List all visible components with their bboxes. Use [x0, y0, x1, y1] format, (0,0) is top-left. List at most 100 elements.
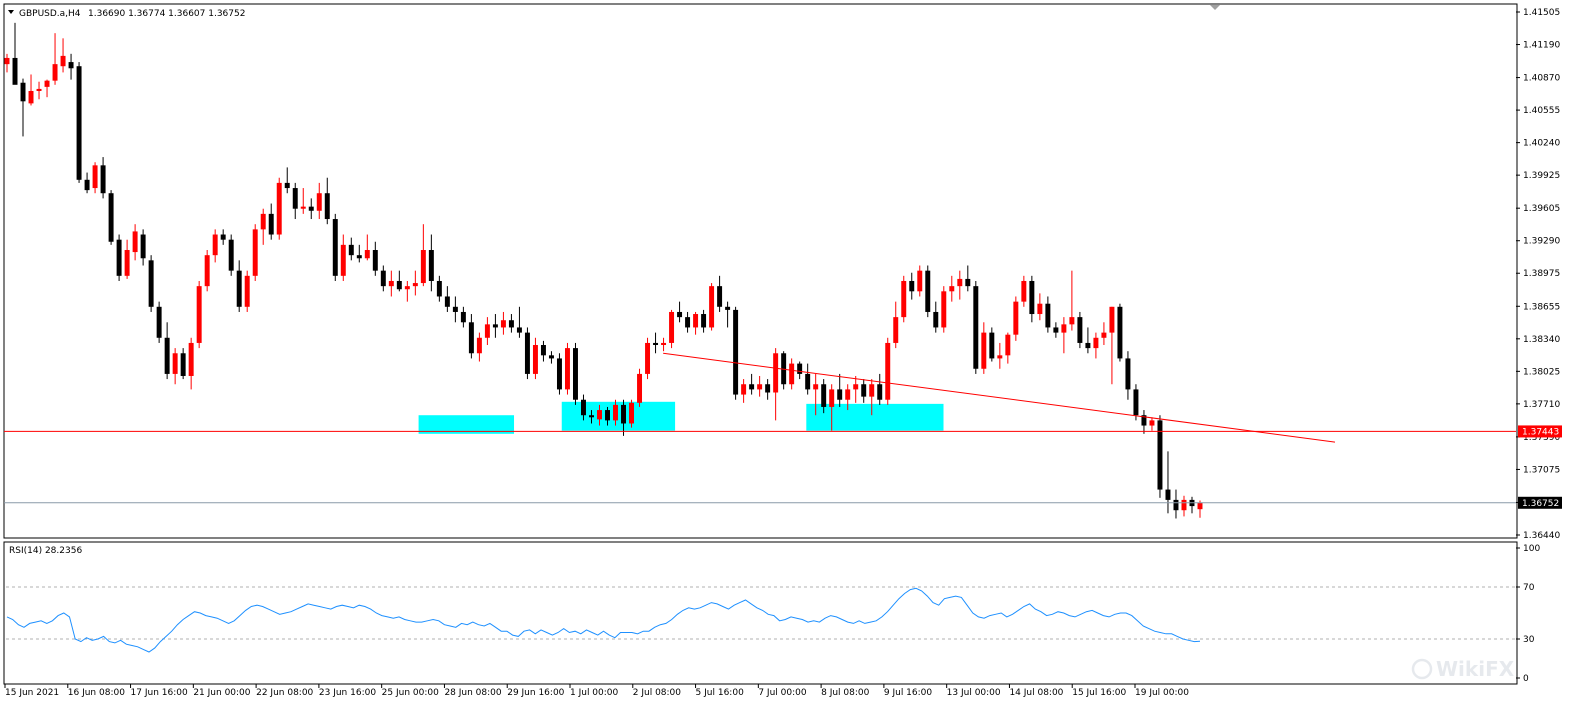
- candle-body: [68, 62, 74, 69]
- candle-body: [773, 353, 779, 393]
- x-tick-label: 5 Jul 16:00: [696, 688, 745, 698]
- candle-body: [364, 250, 370, 259]
- candle-body: [4, 57, 10, 65]
- candle-body: [901, 280, 907, 318]
- shift-marker-icon[interactable]: [1210, 5, 1220, 10]
- candle-body: [805, 373, 811, 390]
- candle-body: [300, 206, 306, 209]
- candle-body: [428, 250, 434, 281]
- candle-body: [28, 90, 34, 104]
- candle-body: [981, 332, 987, 369]
- candle-body: [1197, 502, 1203, 510]
- zone-layer: [418, 401, 944, 434]
- candle-body: [669, 311, 675, 343]
- candle-body: [468, 322, 474, 354]
- candle-body: [1181, 499, 1187, 511]
- x-tick-label: 13 Jul 00:00: [947, 688, 1001, 698]
- candle-body: [132, 231, 138, 253]
- candle-body: [524, 332, 530, 374]
- candle-body: [581, 399, 586, 416]
- candle-body: [60, 55, 66, 67]
- candle-body: [1101, 332, 1107, 338]
- candle-body: [1109, 306, 1115, 333]
- zone-2: [561, 401, 676, 431]
- candle-body: [853, 384, 859, 390]
- candle-body: [244, 275, 250, 307]
- y-tick-label: 1.38025: [1523, 367, 1560, 377]
- candle-body: [564, 348, 570, 390]
- candle-body: [92, 165, 98, 189]
- candle-body: [1029, 280, 1035, 315]
- candle-body: [436, 280, 442, 297]
- candle-body: [212, 234, 218, 256]
- candle-body: [1157, 420, 1163, 490]
- rsi-pane: [3, 541, 1518, 685]
- rsi-axis: 100 70 30 0: [1516, 544, 1540, 684]
- candle-body: [460, 311, 466, 323]
- candle-body: [140, 234, 146, 259]
- current-price-badge: [1518, 496, 1562, 509]
- candle-body: [893, 317, 899, 343]
- candle-body: [164, 337, 170, 374]
- candle-body: [1077, 317, 1083, 343]
- candle-body: [837, 389, 843, 400]
- candle-body: [76, 66, 82, 180]
- candle-body: [196, 286, 202, 343]
- candle-body: [621, 404, 626, 424]
- candle-body: [829, 389, 835, 407]
- x-tick-label: 21 Jun 00:00: [193, 688, 250, 698]
- candle-body: [677, 311, 683, 318]
- candle-body: [1005, 334, 1011, 356]
- candle-body: [252, 229, 258, 276]
- trendline[interactable]: [663, 352, 1336, 443]
- candle-body: [548, 355, 554, 359]
- price-axis: 1.41505 1.41190 1.40870 1.40555 1.40240 1.399…: [1516, 8, 1562, 541]
- x-tick-label: 2 Jul 08:00: [633, 688, 682, 698]
- symbol-label: GBPUSD.a,H4: [19, 9, 81, 19]
- candle-body: [540, 345, 546, 356]
- candle-body: [1173, 499, 1179, 511]
- candle-body: [845, 389, 851, 400]
- candle-body: [861, 384, 867, 397]
- candle-body: [789, 363, 795, 385]
- candle-body: [749, 384, 755, 390]
- x-tick-label: 16 Jun 08:00: [68, 688, 125, 698]
- y-tick-label: 1.39925: [1523, 171, 1560, 181]
- candle-body: [597, 410, 602, 420]
- x-tick-label: 15 Jun 2021: [5, 688, 59, 698]
- candle-body: [701, 314, 707, 328]
- candle-body: [1085, 342, 1091, 349]
- collapse-triangle-icon[interactable]: [8, 10, 14, 14]
- candle-body: [308, 206, 314, 211]
- candle-body: [1133, 389, 1139, 416]
- lines-layer: [4, 352, 1516, 504]
- candle-body: [188, 342, 194, 376]
- candle-body: [717, 286, 723, 307]
- candle-body: [348, 244, 354, 256]
- candle-body: [260, 213, 266, 230]
- candle-body: [637, 373, 643, 403]
- candle-body: [1149, 420, 1155, 426]
- x-tick-label: 14 Jul 08:00: [1009, 688, 1063, 698]
- zone-1: [418, 415, 515, 434]
- candle-body: [1117, 306, 1123, 359]
- candle-body: [516, 327, 522, 333]
- candle-body: [172, 353, 178, 374]
- rsi-tick-label: 100: [1523, 544, 1540, 554]
- candle-body: [653, 342, 659, 346]
- x-tick-label: 1 Jul 00:00: [570, 688, 619, 698]
- candle-body: [420, 250, 426, 284]
- candle-body: [605, 410, 610, 421]
- candle-body: [1045, 303, 1051, 328]
- candle-body: [444, 296, 450, 307]
- candle-body: [797, 363, 803, 374]
- candle-body: [813, 384, 819, 390]
- time-axis: 15 Jun 2021 16 Jun 08:00 17 Jun 16:00 21 Ju…: [4, 684, 1189, 698]
- candle-body: [1141, 415, 1147, 426]
- candle-body: [1093, 337, 1099, 349]
- rsi-tick-label: 0: [1523, 674, 1529, 684]
- candle-body: [1037, 303, 1043, 315]
- candle-body: [757, 384, 763, 390]
- x-tick-label: 15 Jul 16:00: [1072, 688, 1126, 698]
